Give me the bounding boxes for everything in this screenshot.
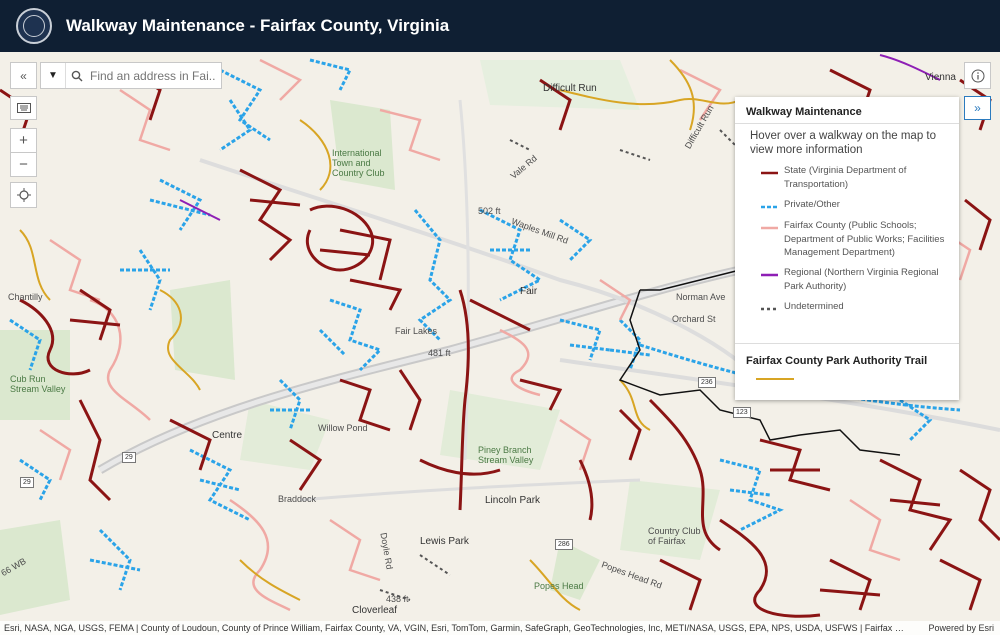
map-label-vienna: Vienna bbox=[925, 72, 956, 83]
keyboard-button[interactable] bbox=[10, 96, 37, 120]
app-header: Walkway Maintenance - Fairfax County, Vi… bbox=[0, 0, 1000, 52]
info-button[interactable] bbox=[964, 62, 991, 89]
legend-park-trail-title: Fairfax County Park Authority Trail bbox=[746, 355, 928, 367]
map-label-country-club: Country Club of Fairfax bbox=[648, 526, 701, 546]
legend-swatch-undetermined bbox=[761, 307, 778, 311]
minus-icon: − bbox=[19, 156, 28, 173]
legend-item-state: State (Virginia Department of Transporta… bbox=[761, 164, 951, 191]
attribution-text: Esri, NASA, NGA, USGS, FEMA | County of … bbox=[4, 623, 904, 633]
legend-swatch-park-trail bbox=[756, 378, 794, 380]
search-input[interactable] bbox=[88, 67, 218, 84]
legend-swatch-state bbox=[761, 171, 778, 175]
double-chevron-left-icon: « bbox=[20, 68, 27, 83]
legend-hint: Hover over a walkway on the map to view … bbox=[750, 130, 937, 156]
map-label-willow-pond: Willow Pond bbox=[318, 423, 368, 433]
search-widget[interactable]: ▼ bbox=[40, 62, 222, 89]
legend-swatch-county bbox=[761, 226, 778, 230]
map-label-cloverleaf: Cloverleaf bbox=[352, 605, 398, 616]
map-label-cub-run: Cub Run Stream Valley bbox=[10, 374, 66, 394]
zoom-out-button[interactable]: − bbox=[10, 152, 37, 177]
keyboard-icon bbox=[16, 103, 31, 113]
plus-icon: + bbox=[19, 132, 28, 149]
route-shield-123: 123 bbox=[733, 407, 751, 418]
search-source-dropdown[interactable]: ▼ bbox=[41, 63, 66, 88]
map-label-international-club: International Town and Country Club bbox=[332, 148, 385, 178]
route-shield-29: 29 bbox=[20, 477, 34, 488]
map-label-lincoln-park: Lincoln Park bbox=[485, 495, 541, 506]
legend-label-regional: Regional (Northern Virginia Regional Par… bbox=[784, 267, 939, 292]
locate-button[interactable] bbox=[10, 182, 37, 208]
map-label-elev-438: 438 ft bbox=[386, 594, 409, 604]
legend-item-county: Fairfax County (Public Schools; Departme… bbox=[761, 219, 951, 260]
legend-label-private: Private/Other bbox=[784, 199, 840, 210]
map-label-fair-lakes: Fair Lakes bbox=[395, 326, 438, 336]
map-label-elev-502: 502 ft bbox=[478, 206, 501, 216]
map-label-centreville: Centre bbox=[212, 430, 243, 441]
route-shield-286: 286 bbox=[555, 539, 573, 550]
map-label-elev-481: 481 ft bbox=[428, 348, 451, 358]
legend-divider bbox=[735, 343, 959, 344]
legend-item-regional: Regional (Northern Virginia Regional Par… bbox=[761, 266, 951, 293]
powered-by-esri[interactable]: Powered by Esri bbox=[928, 623, 994, 633]
legend-label-state: State (Virginia Department of Transporta… bbox=[784, 165, 907, 190]
legend-swatch-regional bbox=[761, 273, 778, 277]
map-label-piney-branch: Piney Branch Stream Valley bbox=[478, 445, 534, 465]
legend-panel: Walkway Maintenance Hover over a walkway… bbox=[735, 97, 959, 400]
collapse-panel-button[interactable]: « bbox=[10, 62, 37, 89]
county-seal-icon bbox=[16, 8, 52, 44]
locate-crosshair-icon bbox=[16, 188, 31, 202]
legend-item-undetermined: Undetermined bbox=[761, 300, 951, 314]
map-label-popes-head: Popes Head bbox=[534, 581, 584, 591]
double-chevron-right-icon: » bbox=[974, 101, 981, 115]
map-label-difficult-run: Difficult Run bbox=[543, 83, 597, 94]
map-label-lewis-park: Lewis Park bbox=[420, 536, 469, 547]
search-icon bbox=[66, 70, 88, 82]
map-label-norman-ave: Norman Ave bbox=[676, 292, 726, 302]
route-shield-236: 236 bbox=[698, 377, 716, 388]
map-label-braddock: Braddock bbox=[278, 494, 317, 504]
legend-divider bbox=[735, 123, 959, 124]
route-shield-29b: 29 bbox=[122, 452, 136, 463]
map-label-chantilly: Chantilly bbox=[8, 292, 43, 302]
page-title: Walkway Maintenance - Fairfax County, Vi… bbox=[66, 16, 450, 35]
legend-label-county: Fairfax County (Public Schools; Departme… bbox=[784, 220, 945, 258]
map-attribution: Esri, NASA, NGA, USGS, FEMA | County of … bbox=[0, 621, 1000, 635]
legend-label-undetermined: Undetermined bbox=[784, 301, 844, 312]
caret-down-icon: ▼ bbox=[48, 70, 58, 81]
info-icon bbox=[971, 69, 984, 82]
legend-swatch-private bbox=[761, 205, 778, 209]
map-label-orchard-st: Orchard St bbox=[672, 314, 716, 324]
legend-item-private: Private/Other bbox=[761, 198, 951, 212]
zoom-in-button[interactable]: + bbox=[10, 128, 37, 153]
legend-expand-button[interactable]: » bbox=[964, 96, 991, 120]
map-label-fair: Fair bbox=[520, 286, 538, 297]
legend-title: Walkway Maintenance bbox=[746, 106, 862, 118]
